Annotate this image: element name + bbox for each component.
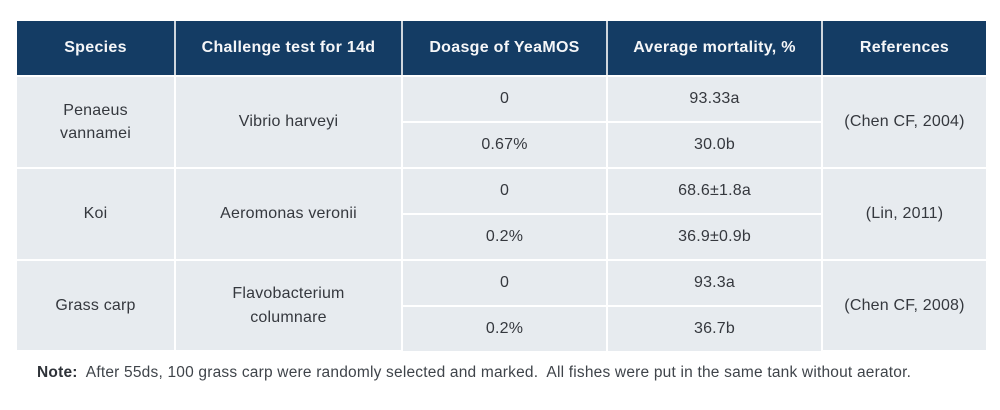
header-average-mortality: Average mortality, %: [606, 21, 822, 77]
species-text: Grass carp: [55, 296, 136, 314]
cell-mortality: 36.9±0.9b: [606, 213, 822, 261]
cell-mortality: 30.0b: [606, 121, 822, 169]
cell-challenge: Vibrio harveyi: [174, 75, 403, 169]
table-row: 0.67% 30.0b: [17, 121, 986, 169]
species-text: Koi: [83, 205, 108, 223]
cell-reference: (Chen CF, 2008): [821, 259, 986, 352]
cell-challenge: Aeromonas veronii: [174, 167, 403, 261]
cell-species: Grass carp: [17, 259, 176, 352]
cell-mortality: 68.6±1.8a: [606, 167, 823, 215]
cell-species: Penaeus vannamei: [17, 75, 176, 169]
header-references: References: [821, 21, 986, 77]
table-row: Penaeus vannamei Vibrio harveyi 0 93.33a…: [17, 75, 986, 169]
cell-challenge: Flavobacterium columnare: [174, 259, 403, 352]
note-line1: After 55ds, 100 grass carp were randomly…: [77, 364, 912, 382]
cell-reference: (Lin, 2011): [821, 167, 986, 261]
cell-mortality: 93.33a: [606, 75, 823, 123]
table-row: 0.2% 36.7b: [17, 305, 986, 351]
challenge-text: Aeromonas veronii: [220, 205, 357, 223]
cell-dosage: 0.67%: [402, 121, 608, 169]
note-label: Note:: [37, 364, 78, 382]
table-row: Grass carp Flavobacterium columnare 0 93…: [17, 259, 986, 352]
challenge-text: Flavobacterium columnare: [232, 285, 345, 326]
cell-dosage: 0: [401, 75, 608, 123]
header-species: Species: [17, 21, 175, 77]
cell-dosage: 0.2%: [402, 213, 608, 261]
challenge-text: Vibrio harveyi: [238, 113, 339, 131]
cell-dosage: 0: [401, 259, 608, 307]
cell-mortality: 36.7b: [606, 305, 822, 351]
table-row: Koi Aeromonas veronii 0 68.6±1.8a (Lin, …: [17, 167, 986, 261]
cell-dosage: 0: [401, 167, 608, 215]
cell-mortality: 93.3a: [606, 259, 823, 307]
table-header-row: Species Challenge test for 14d Doasge of…: [17, 21, 986, 77]
cell-species: Koi: [17, 167, 176, 261]
table-row: 0.2% 36.9±0.9b: [17, 213, 986, 261]
header-challenge-test: Challenge test for 14d: [174, 21, 402, 77]
mortality-table: Species Challenge test for 14d Doasge of…: [17, 21, 986, 352]
cell-dosage: 0.2%: [402, 305, 608, 351]
note-text: Note: After 55ds, 100 grass carp were ra…: [19, 340, 984, 410]
header-dosage: Doasge of YeaMOS: [401, 21, 607, 77]
cell-reference: (Chen CF, 2004): [821, 75, 986, 169]
species-text: Penaeus vannamei: [60, 101, 131, 142]
